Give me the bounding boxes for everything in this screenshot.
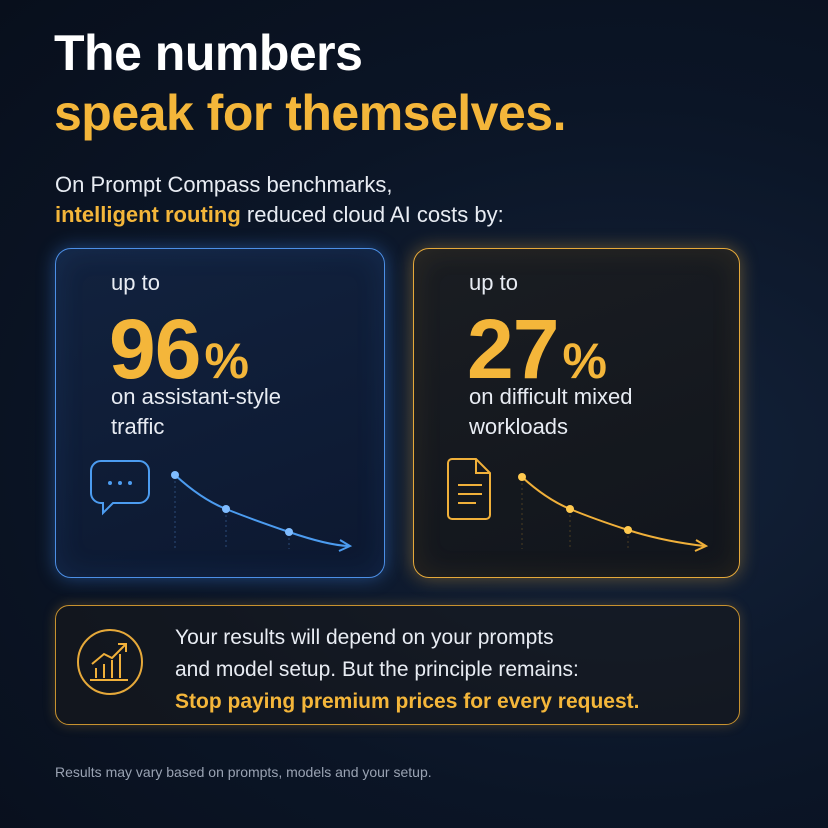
title-line: The numbers — [54, 25, 363, 81]
growth-icon — [77, 629, 143, 695]
stat-unit: % — [562, 333, 606, 389]
stat-number: 96 — [109, 302, 201, 396]
intro-rest: reduced cloud AI costs by: — [246, 202, 504, 227]
note-line: and model setup. But the principle remai… — [175, 658, 579, 681]
note-text: Your results will depend on your prompts… — [175, 622, 639, 718]
intro-line: intelligent routing reduced cloud AI cos… — [55, 202, 504, 228]
note-highlight: Stop paying premium prices for every req… — [175, 690, 640, 713]
card-decor — [447, 458, 709, 552]
desc-line: workloads — [469, 414, 569, 439]
footer-note: Results may vary based on prompts, model… — [55, 764, 432, 780]
stat-card: up to 96% on assistant-style traffic — [55, 248, 385, 578]
note-box: Your results will depend on your prompts… — [55, 605, 740, 725]
desc-line: on difficult mixed — [469, 384, 633, 409]
title-line: speak for themselves. — [54, 85, 567, 141]
desc-line: traffic — [111, 414, 165, 439]
note-line: Your results will depend on your prompts — [175, 626, 554, 649]
intro-line: On Prompt Compass benchmarks, — [55, 172, 393, 197]
stat-prefix: up to — [111, 270, 160, 295]
desc-line: on assistant-style — [111, 384, 281, 409]
stat-card: up to 27% on difficult mixed workloads — [413, 248, 740, 578]
stat-value: 96% — [109, 301, 249, 398]
stat-prefix: up to — [469, 270, 518, 295]
stat-number: 27 — [467, 302, 559, 396]
card-decor — [90, 460, 353, 552]
stat-description: on difficult mixed workloads — [469, 382, 632, 442]
stat-description: on assistant-style traffic — [111, 382, 281, 442]
intro-highlight: intelligent routing — [55, 202, 241, 227]
stat-value: 27% — [467, 301, 607, 398]
stat-unit: % — [204, 333, 248, 389]
